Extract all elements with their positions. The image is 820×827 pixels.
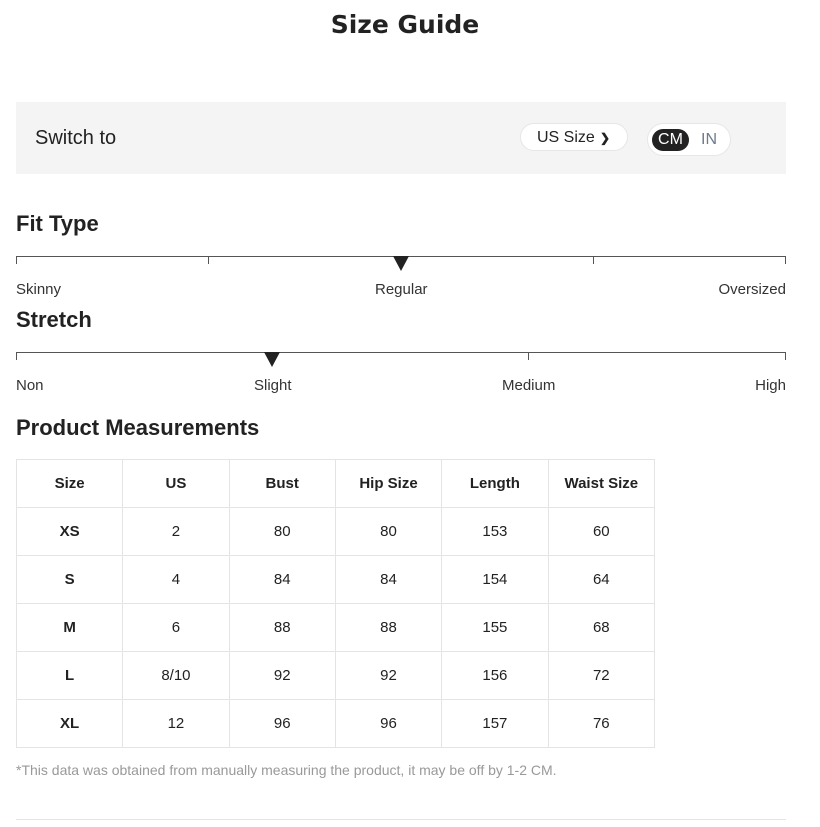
column-header: US [122,459,230,508]
table-cell: 84 [334,555,443,604]
table-cell: S [15,555,124,604]
table-cell: 6 [122,603,230,652]
fit-type-heading: Fit Type [16,211,99,236]
unit-toggle[interactable]: CM IN [647,123,731,156]
stretch-scale [16,352,786,367]
table-cell: 88 [334,603,443,652]
fit-label-skinny: Skinny [16,281,62,298]
table-cell: 8/10 [122,651,230,700]
table-cell: 96 [228,699,336,748]
table-cell: 96 [334,699,443,748]
table-cell: 2 [122,507,230,556]
table-header-row: Size US Bust Hip Size Length Waist Size [15,459,656,508]
fit-type-scale [16,256,786,271]
table-cell: 92 [228,651,336,700]
fit-label-oversized: Oversized [718,281,786,298]
table-row: S 4 84 84 154 64 [15,555,656,604]
stretch-label-slight: Slight [254,377,292,394]
table-row: M 6 88 88 155 68 [15,603,656,652]
table-cell: 68 [547,603,656,652]
table-cell: 155 [441,603,549,652]
measurements-heading: Product Measurements [16,415,260,440]
unit-in-button[interactable]: IN [701,131,717,148]
divider [16,819,786,820]
stretch-label-non: Non [16,377,44,394]
table-cell: 4 [122,555,230,604]
size-system-dropdown[interactable]: US Size ❯ [520,123,628,151]
table-cell: L [15,651,124,700]
table-cell: 64 [547,555,656,604]
stretch-marker [264,352,281,367]
unit-cm-button[interactable]: CM [652,129,689,151]
size-system-value: US Size [537,129,595,146]
stretch-label-high: High [755,377,786,394]
measurements-table: Size US Bust Hip Size Length Waist Size … [15,459,656,748]
table-row: XS 2 80 80 153 60 [15,507,656,556]
table-cell: 72 [547,651,656,700]
page-title: Size Guide [330,10,480,39]
table-row: L 8/10 92 92 156 72 [15,651,656,700]
table-cell: 156 [441,651,549,700]
table-cell: 76 [547,699,656,748]
table-cell: 154 [441,555,549,604]
table-cell: 88 [228,603,336,652]
switch-label: Switch to [35,127,117,149]
table-cell: XL [15,699,124,748]
table-cell: 153 [441,507,549,556]
fit-type-marker [392,256,409,271]
table-cell: 60 [547,507,656,556]
table-row: XL 12 96 96 157 76 [15,699,656,748]
table-cell: 80 [334,507,443,556]
column-header: Size [15,459,124,508]
table-cell: 80 [228,507,336,556]
table-cell: 92 [334,651,443,700]
chevron-down-icon: ❯ [599,131,610,145]
table-cell: XS [15,507,124,556]
stretch-heading: Stretch [16,307,92,332]
column-header: Hip Size [334,459,443,508]
column-header: Bust [228,459,336,508]
measurement-note: *This data was obtained from manually me… [16,762,557,778]
fit-label-regular: Regular [375,281,428,298]
table-cell: M [15,603,124,652]
table-cell: 12 [122,699,230,748]
column-header: Length [441,459,549,508]
switch-bar: Switch to US Size ❯ CM IN [16,102,786,174]
stretch-label-medium: Medium [502,377,556,394]
column-header: Waist Size [547,459,656,508]
table-cell: 84 [228,555,336,604]
table-cell: 157 [441,699,549,748]
